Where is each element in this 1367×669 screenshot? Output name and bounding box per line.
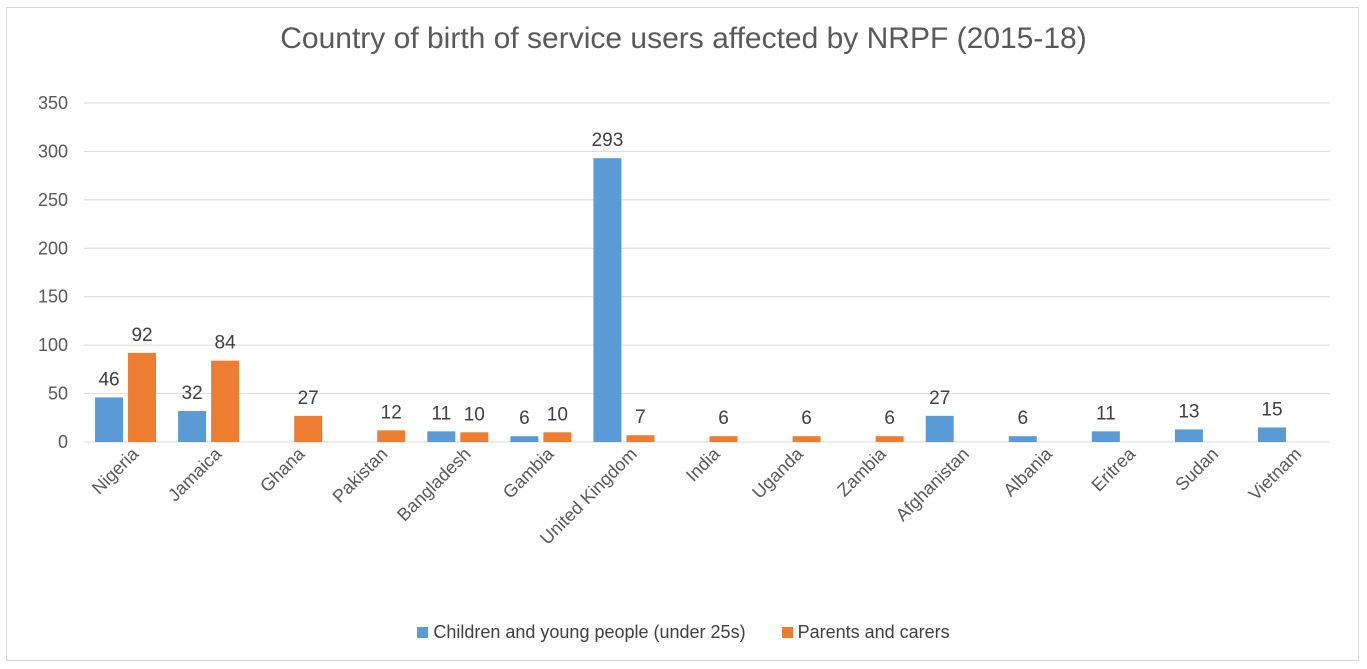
data-label: 10 (464, 404, 485, 425)
chart-title: Country of birth of service users affect… (280, 22, 1087, 55)
bar (1257, 427, 1286, 442)
bar (510, 436, 539, 442)
data-label: 27 (298, 388, 319, 409)
data-label: 10 (547, 404, 568, 425)
y-tick-label: 200 (38, 238, 68, 258)
y-tick-label: 250 (38, 190, 68, 210)
data-label: 13 (1178, 401, 1199, 422)
bar (95, 397, 124, 442)
data-label: 11 (1096, 403, 1116, 424)
data-label: 12 (381, 402, 402, 423)
x-tick-label: Jamaica (164, 443, 226, 505)
x-tick-label: Sudan (1171, 444, 1222, 495)
bar (377, 430, 406, 442)
y-tick-label: 150 (38, 287, 68, 307)
bar (178, 411, 207, 442)
data-label: 6 (718, 408, 729, 429)
bar (211, 360, 240, 442)
legend-label: Parents and carers (797, 622, 950, 642)
x-tick-label: Eritrea (1088, 443, 1140, 495)
data-label: 6 (1017, 408, 1028, 429)
bar (128, 352, 157, 442)
y-tick-label: 50 (48, 384, 68, 404)
bar (925, 415, 954, 442)
data-label: 11 (431, 403, 451, 424)
bar (1091, 431, 1120, 442)
data-label: 6 (519, 408, 530, 429)
bar (709, 436, 738, 442)
bar (460, 432, 489, 442)
bar (875, 436, 904, 442)
x-tick-label: Albania (999, 443, 1056, 500)
bar (593, 158, 622, 443)
bar (427, 431, 456, 442)
bar (294, 415, 323, 442)
bar (1008, 436, 1037, 442)
data-label: 92 (131, 325, 152, 346)
y-tick-label: 300 (38, 141, 68, 161)
bar (792, 436, 821, 442)
legend-label: Children and young people (under 25s) (433, 622, 746, 642)
data-label: 32 (182, 383, 203, 404)
x-tick-label: India (682, 443, 724, 485)
legend-item: Children and young people (under 25s) (417, 622, 746, 643)
data-label: 6 (801, 408, 812, 429)
x-tick-label: Nigeria (88, 443, 143, 498)
y-tick-label: 100 (38, 335, 68, 355)
x-tick-label: Vietnam (1245, 444, 1306, 505)
y-tick-label: 0 (58, 432, 68, 452)
legend: Children and young people (under 25s) Par… (0, 622, 1367, 643)
data-label: 46 (98, 369, 119, 390)
x-tick-label: Pakistan (329, 444, 392, 507)
legend-swatch (417, 627, 429, 638)
x-tick-label: Bangladesh (393, 444, 474, 525)
data-label: 15 (1261, 399, 1282, 420)
data-label: 6 (884, 408, 895, 429)
data-label: 27 (929, 388, 950, 409)
x-tick-label: Ghana (256, 443, 309, 496)
chart-frame (6, 7, 1359, 661)
x-tick-label: Afghanistan (892, 444, 973, 525)
data-label: 84 (215, 333, 237, 354)
data-label: 293 (592, 130, 624, 151)
data-label: 7 (635, 407, 646, 428)
bar (543, 432, 572, 442)
bar (626, 435, 655, 442)
legend-item: Parents and carers (781, 622, 950, 643)
bar (1174, 429, 1203, 442)
legend-swatch (781, 627, 793, 638)
x-tick-label: Zambia (833, 443, 890, 500)
x-tick-label: Gambia (499, 443, 558, 502)
x-tick-label: Uganda (748, 443, 807, 502)
y-tick-label: 350 (38, 93, 68, 113)
